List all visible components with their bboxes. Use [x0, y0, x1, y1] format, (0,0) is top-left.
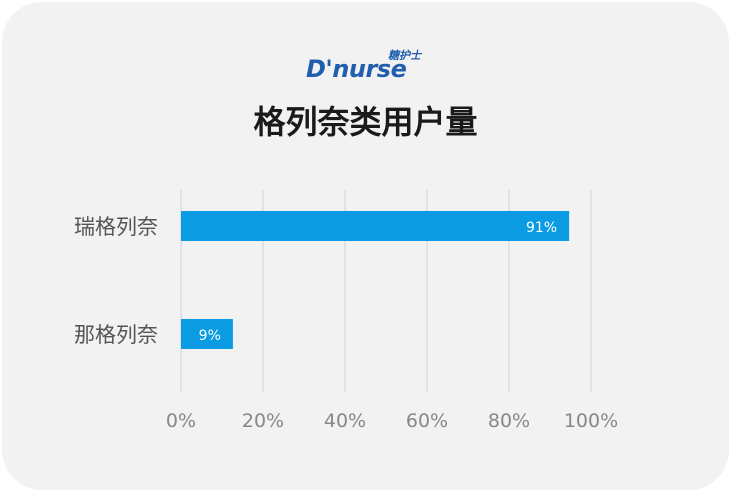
x-tick-label: 0%	[166, 410, 196, 432]
x-tick-label: 100%	[564, 410, 618, 432]
x-tick-label: 60%	[406, 410, 448, 432]
category-label: 那格列奈	[74, 323, 158, 347]
data-label: 91%	[526, 220, 557, 236]
bar	[181, 319, 233, 349]
category-label: 瑞格列奈	[74, 215, 158, 239]
logo-subtext: 糖护士	[388, 49, 421, 62]
x-tick-label: 40%	[324, 410, 366, 432]
logo-text: D'nurse	[306, 55, 407, 83]
bar	[181, 211, 570, 241]
x-tick-label: 80%	[488, 410, 530, 432]
brand-logo: D'nurse 糖护士	[306, 50, 426, 84]
data-label: 9%	[199, 328, 221, 344]
chart-title: 格列奈类用户量	[253, 103, 478, 141]
x-tick-label: 20%	[242, 410, 284, 432]
